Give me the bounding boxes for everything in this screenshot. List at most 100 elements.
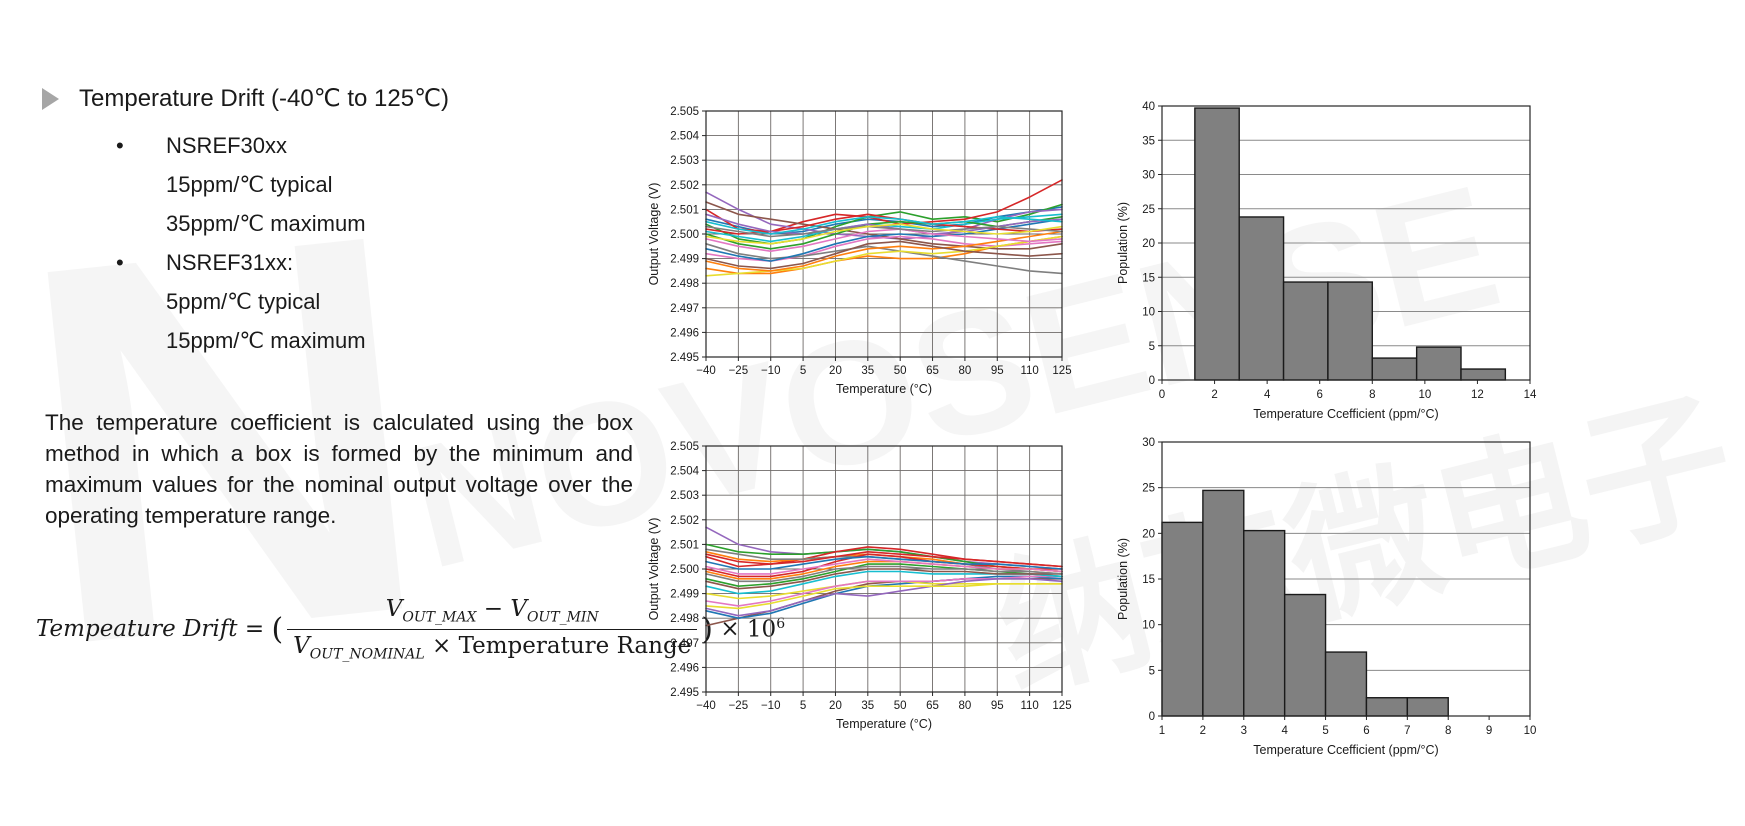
formula-fraction: VOUT_MAX − VOUT_MIN VOUT_NOMINAL × Tempe… xyxy=(287,596,698,663)
svg-text:30: 30 xyxy=(1142,170,1155,182)
svg-text:2.504: 2.504 xyxy=(670,131,699,143)
svg-text:95: 95 xyxy=(991,365,1004,377)
svg-text:8: 8 xyxy=(1369,389,1375,401)
svg-text:5: 5 xyxy=(800,365,806,377)
temperature-drift-formula: Tempeature Drift = ( VOUT_MAX − VOUT_MIN… xyxy=(36,596,785,662)
svg-text:10: 10 xyxy=(1524,725,1537,737)
svg-text:2.498: 2.498 xyxy=(670,278,699,290)
svg-text:6: 6 xyxy=(1317,389,1323,401)
svg-text:Output Voltage (V): Output Voltage (V) xyxy=(647,518,661,621)
svg-text:2: 2 xyxy=(1211,389,1217,401)
svg-text:110: 110 xyxy=(1020,700,1038,712)
svg-text:95: 95 xyxy=(991,700,1004,712)
svg-text:110: 110 xyxy=(1020,365,1038,377)
svg-text:−40: −40 xyxy=(696,700,716,712)
svg-text:50: 50 xyxy=(894,700,907,712)
svg-text:8: 8 xyxy=(1445,725,1451,737)
temp-coefficient-histogram-nsref30xx: 0 2 4 6 8 10 12 14 0 5 10 15 20 25 30 35 40 Temperature C… xyxy=(1116,101,1537,421)
svg-text:0: 0 xyxy=(1149,711,1155,723)
temp-coefficient-histogram-nsref31xx: 1 2 3 4 5 6 7 8 9 10 0 5 10 15 20 25 30 Temperature Cceff… xyxy=(1116,437,1537,757)
svg-text:2.499: 2.499 xyxy=(670,254,699,266)
svg-text:20: 20 xyxy=(829,365,842,377)
svg-text:65: 65 xyxy=(926,365,939,377)
svg-text:2.495: 2.495 xyxy=(670,687,699,699)
svg-text:2.502: 2.502 xyxy=(670,180,699,192)
svg-text:14: 14 xyxy=(1524,389,1537,401)
bullet-sub-line: 35ppm/℃ maximum xyxy=(166,211,366,236)
svg-text:0: 0 xyxy=(1159,389,1165,401)
svg-text:10: 10 xyxy=(1142,307,1155,319)
output-voltage-vs-temperature-chart-nsref31xx: −40 −25 −10 5 20 35 50 65 80 95 110 125 2.495 2.496 2.… xyxy=(647,441,1072,731)
svg-text:15: 15 xyxy=(1142,574,1155,586)
spec-bullet-list: • NSREF30xx 15ppm/℃ typical 35ppm/℃ maximum… xyxy=(116,126,366,360)
svg-text:50: 50 xyxy=(894,365,907,377)
svg-text:Output Voltage (V): Output Voltage (V) xyxy=(647,183,661,286)
svg-text:35: 35 xyxy=(1142,135,1155,147)
formula-equals: = xyxy=(244,616,265,643)
svg-text:35: 35 xyxy=(861,365,874,377)
svg-text:25: 25 xyxy=(1142,483,1155,495)
bullet-group: • NSREF30xx 15ppm/℃ typical 35ppm/℃ maximum xyxy=(116,126,366,243)
output-voltage-vs-temperature-chart-nsref30xx: −40 −25 −10 5 20 35 50 65 80 95 110 125 2.495 2.496 2.… xyxy=(647,106,1072,396)
svg-text:Temperature Ccefficient (ppm/°: Temperature Ccefficient (ppm/°C) xyxy=(1253,743,1438,757)
svg-text:2.502: 2.502 xyxy=(670,515,699,527)
svg-text:2.503: 2.503 xyxy=(670,155,699,167)
svg-text:2.500: 2.500 xyxy=(670,564,699,576)
svg-text:−40: −40 xyxy=(696,365,716,377)
svg-text:Temperature Ccefficient (ppm/°: Temperature Ccefficient (ppm/°C) xyxy=(1253,407,1438,421)
svg-text:3: 3 xyxy=(1241,725,1247,737)
svg-text:4: 4 xyxy=(1281,725,1288,737)
svg-text:2.497: 2.497 xyxy=(670,638,699,650)
formula-denominator: VOUT_NOMINAL × Temperature Range xyxy=(293,632,692,663)
svg-text:20: 20 xyxy=(1142,238,1155,250)
bullet-dot-icon: • xyxy=(116,250,124,275)
svg-text:12: 12 xyxy=(1471,389,1484,401)
bullet-sub-line: 15ppm/℃ maximum xyxy=(166,328,366,353)
svg-text:Temperature (°C): Temperature (°C) xyxy=(836,382,932,396)
svg-text:2.495: 2.495 xyxy=(670,352,699,364)
svg-text:−10: −10 xyxy=(761,700,781,712)
svg-text:5: 5 xyxy=(1149,665,1155,677)
svg-text:4: 4 xyxy=(1264,389,1271,401)
bullet-heading: NSREF31xx: xyxy=(166,250,294,275)
svg-text:10: 10 xyxy=(1142,620,1155,632)
svg-text:20: 20 xyxy=(1142,528,1155,540)
box-method-description: The temperature coefficient is calculate… xyxy=(45,410,633,528)
formula-open-paren: ( xyxy=(271,611,284,647)
svg-text:2.500: 2.500 xyxy=(670,229,699,241)
svg-text:2.496: 2.496 xyxy=(670,327,699,339)
page-title: Temperature Drift (-40℃ to 125℃) xyxy=(79,85,450,112)
svg-text:2: 2 xyxy=(1200,725,1206,737)
svg-text:0: 0 xyxy=(1149,375,1155,387)
svg-text:80: 80 xyxy=(959,365,972,377)
slide-title-row: Temperature Drift (-40℃ to 125℃) xyxy=(42,84,449,113)
formula-numerator: VOUT_MAX − VOUT_MIN xyxy=(287,596,698,630)
svg-text:2.505: 2.505 xyxy=(670,106,699,118)
bullet-sub-line: 15ppm/℃ typical xyxy=(166,172,333,197)
svg-text:35: 35 xyxy=(861,700,874,712)
svg-text:5: 5 xyxy=(1322,725,1328,737)
svg-text:2.501: 2.501 xyxy=(670,204,699,216)
svg-text:2.499: 2.499 xyxy=(670,589,699,601)
svg-text:9: 9 xyxy=(1486,725,1492,737)
bullet-heading: NSREF30xx xyxy=(166,133,288,158)
formula-close-paren: ) xyxy=(701,611,713,647)
svg-text:30: 30 xyxy=(1142,437,1155,449)
svg-text:−10: −10 xyxy=(761,365,781,377)
svg-text:5: 5 xyxy=(800,700,806,712)
svg-text:5: 5 xyxy=(1149,341,1155,353)
formula-lhs: Tempeature Drift xyxy=(36,616,238,643)
svg-text:1: 1 xyxy=(1159,725,1165,737)
bullet-dot-icon: • xyxy=(116,133,124,158)
svg-text:40: 40 xyxy=(1142,101,1155,113)
svg-text:2.501: 2.501 xyxy=(670,539,699,551)
svg-text:2.498: 2.498 xyxy=(670,613,699,625)
formula-power: 106 xyxy=(746,615,786,643)
svg-text:125: 125 xyxy=(1052,700,1071,712)
triangle-bullet-icon xyxy=(42,87,59,110)
svg-text:2.504: 2.504 xyxy=(670,466,699,478)
svg-text:10: 10 xyxy=(1418,389,1431,401)
svg-text:125: 125 xyxy=(1052,365,1071,377)
svg-text:15: 15 xyxy=(1142,272,1155,284)
